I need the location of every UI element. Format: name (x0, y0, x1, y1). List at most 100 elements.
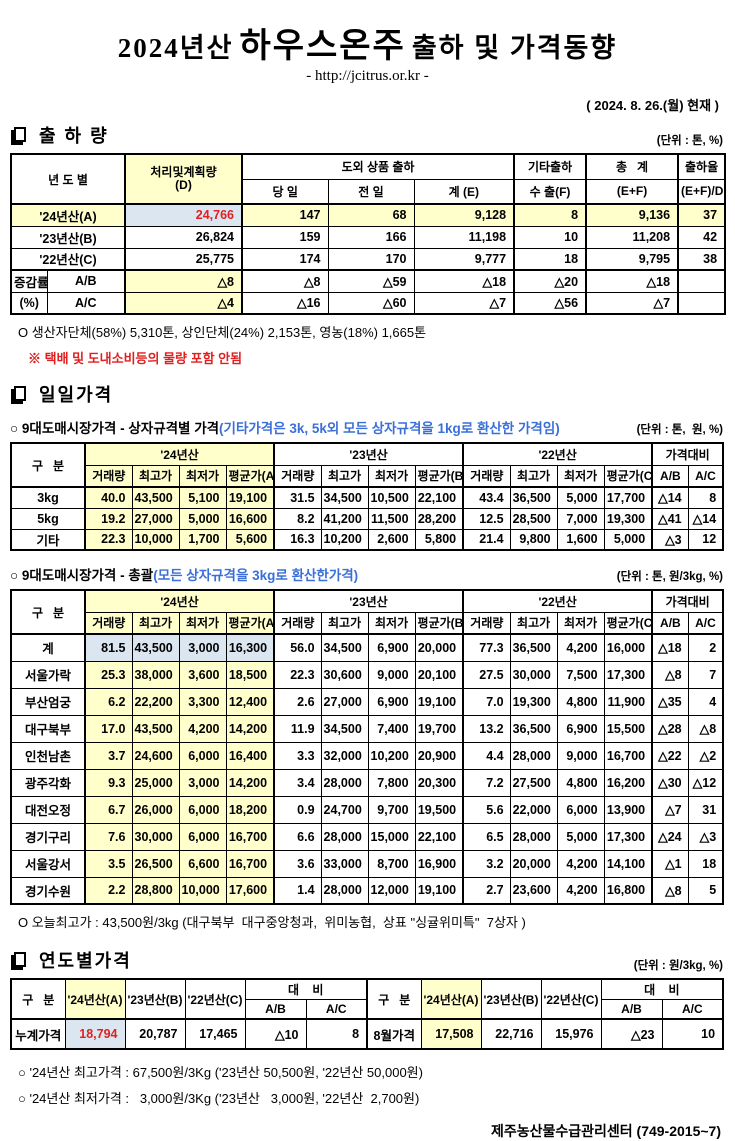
cell: 17,465 (184, 1018, 246, 1050)
cell: 4,200 (556, 633, 605, 662)
cell: 5,000 (178, 507, 227, 530)
as-of-date: ( 2024. 8. 26.(월) 현재 ) (586, 98, 719, 113)
header-cell: '22년산(C) (184, 978, 246, 1020)
cell: 1,600 (556, 528, 605, 551)
cell: 5,800 (414, 528, 464, 551)
table-row: 대구북부 17.0 43,500 4,200 14,200 11.9 34,500 7,400… (10, 714, 724, 743)
cell: 26,824 (124, 225, 243, 249)
cell: 22.3 (273, 660, 322, 689)
cell: 16,400 (225, 741, 275, 770)
cell: 10,000 (178, 876, 227, 905)
section-square-icon (14, 951, 26, 967)
overall-subtitle-row: ○ 9대도매시장가격 - 총괄(모든 상자규격을 3kg로 환산한가격) (단위… (10, 564, 725, 584)
cell: △35 (651, 687, 689, 716)
cell: △8 (241, 269, 329, 293)
footer-org: 제주농산물수급관리센터 (749-2015~7) (490, 1123, 721, 1139)
cell: 28,000 (320, 822, 369, 851)
cell: 20,900 (414, 741, 464, 770)
header-cell: 평균가(B) (414, 611, 464, 635)
cell: 16,300 (225, 633, 275, 662)
header-cell: A/B (600, 998, 663, 1020)
cell: 20,000 (414, 633, 464, 662)
header-cell: 기타출하 (513, 153, 587, 180)
header-cell: 가격대비 (651, 442, 724, 466)
cell: 18 (513, 247, 587, 271)
cell: △59 (327, 269, 415, 293)
cell: △18 (651, 633, 689, 662)
cell: △8 (687, 714, 724, 743)
cell: 14,100 (603, 849, 653, 878)
daily-overall-table: 구 분 '24년산 '23년산 '22년산 가격대비 거래량 최고가 최저가 평… (10, 589, 725, 905)
cell: 16,000 (603, 633, 653, 662)
yearly-high-note: ○ '24년산 최고가격 : 67,500원/3Kg ('23년산 50,500… (18, 1065, 423, 1080)
cell: 27.5 (462, 660, 511, 689)
header-cell: 최고가 (320, 464, 369, 488)
cell: △30 (651, 768, 689, 797)
section-shipment-header: 출 하 량 (단위 : 톤, %) (10, 122, 725, 148)
cell: 3.3 (273, 741, 322, 770)
cell: 14,200 (225, 768, 275, 797)
cell (677, 291, 726, 315)
cell: 7,000 (556, 507, 605, 530)
header-cell: 구 분 (366, 978, 422, 1020)
cell: 16,900 (414, 849, 464, 878)
cell: 4 (687, 687, 724, 716)
cell: △56 (513, 291, 587, 315)
cell: 31.5 (273, 486, 322, 509)
cell: 6.6 (273, 822, 322, 851)
cell: 6.7 (84, 795, 133, 824)
cell: 16,800 (603, 876, 653, 905)
title-product: 하우스온주 (239, 27, 406, 65)
cell: 28,000 (320, 876, 369, 905)
cell: 21.4 (462, 528, 511, 551)
cell: 30,000 (509, 660, 558, 689)
header-cell: A/B (651, 464, 689, 488)
cell: 17,300 (603, 822, 653, 851)
cell: 5 (687, 876, 724, 905)
cell: 18,500 (225, 660, 275, 689)
cell: 0.9 (273, 795, 322, 824)
header-cell: 최고가 (320, 611, 369, 635)
cell: 31 (687, 795, 724, 824)
header-cell: A/C (661, 998, 724, 1020)
cell: 16,700 (603, 741, 653, 770)
cell: △1 (651, 849, 689, 878)
cell: 9,800 (509, 528, 558, 551)
cell: 77.3 (462, 633, 511, 662)
cell: 대구북부 (10, 714, 86, 743)
cell: 15,976 (540, 1018, 602, 1050)
header-cell: 계 (E) (413, 178, 515, 205)
header-cell: '22년산 (462, 442, 653, 466)
cell: 30,000 (131, 822, 180, 851)
cell: 18 (687, 849, 724, 878)
header-cell: 출하율 (677, 153, 726, 180)
cell: 38,000 (131, 660, 180, 689)
cell: 19,100 (414, 876, 464, 905)
cell: 13.2 (462, 714, 511, 743)
cell: 7.0 (462, 687, 511, 716)
cell: 17,300 (603, 660, 653, 689)
cell: 42 (677, 225, 726, 249)
cell: 28,500 (509, 507, 558, 530)
cell: 30,600 (320, 660, 369, 689)
cell: 5,600 (225, 528, 275, 551)
table-row: '22년산(C) 25,775 174 170 9,777 18 9,795 3… (10, 247, 726, 271)
header-cell: '22년산(C) (540, 978, 602, 1020)
cell: 5,000 (556, 486, 605, 509)
cell: 27,500 (509, 768, 558, 797)
cell: 7,500 (556, 660, 605, 689)
cell: △3 (651, 528, 689, 551)
bybox-subtitle-row: ○ 9대도매시장가격 - 상자규격별 가격(기타가격은 3k, 5k외 모든 상… (10, 417, 725, 437)
cell: 3.7 (84, 741, 133, 770)
header-cell: '23년산(B) (480, 978, 542, 1020)
overall-subtitle: ○ 9대도매시장가격 - 총괄(모든 상자규격을 3kg로 환산한가격) (10, 564, 358, 584)
header-cell: '23년산(B) (124, 978, 186, 1020)
table-row: '23년산(B) 26,824 159 166 11,198 10 11,208… (10, 225, 726, 249)
cell: 19,100 (414, 687, 464, 716)
cell: 19,300 (509, 687, 558, 716)
table-row: 부산엄궁 6.2 22,200 3,300 12,400 2.6 27,000 6,900 19… (10, 687, 724, 716)
cell: 8월가격 (366, 1018, 422, 1050)
cell: △8 (651, 660, 689, 689)
cell: 27,000 (131, 507, 180, 530)
cell: 18,794 (64, 1018, 126, 1050)
